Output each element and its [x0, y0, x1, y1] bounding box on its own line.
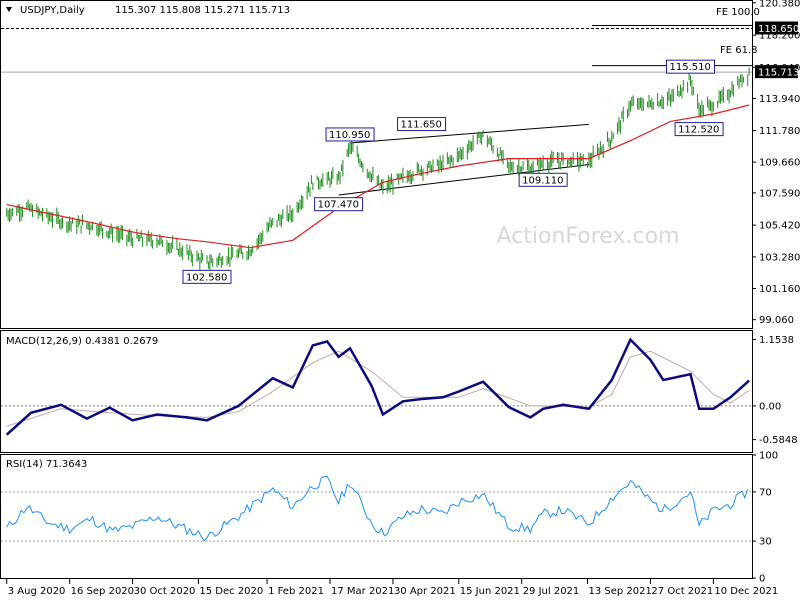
ohlc-values: 115.307 115.808 115.271 115.713 [115, 5, 290, 16]
macd-header: MACD(12,26,9) 0.4381 0.2679 [6, 336, 158, 347]
fe100-value-label: 118.650 [758, 24, 799, 35]
rsi-tick-label: 70 [759, 487, 772, 498]
x-tick-label: 30 Apr 2021 [394, 586, 456, 597]
x-tick-label: 15 Jun 2021 [460, 586, 520, 597]
macd-signal-line [6, 350, 750, 427]
price-tick-label: 103.280 [759, 252, 800, 263]
annotation-label: 110.950 [329, 130, 370, 141]
annotation-box [397, 117, 447, 132]
annotation-box [518, 172, 568, 187]
price-tick-label: 105.420 [759, 221, 800, 232]
moving-average-line [6, 104, 750, 249]
rsi-panel-frame [0, 454, 753, 579]
collapse-arrow-icon[interactable] [6, 7, 12, 12]
x-tick-label: 3 Aug 2020 [8, 586, 66, 597]
rsi-tick-label: 0 [759, 574, 765, 585]
price-tick-label: 113.940 [759, 94, 800, 105]
price-layer: 120.380118.200116.040113.940111.780109.6… [1, 0, 800, 326]
price-tick-label: 107.590 [759, 188, 800, 199]
price-tick-label: 99.060 [759, 315, 794, 326]
current-price-label: 115.713 [758, 68, 799, 79]
macd-layer: 1.1538 0.00 -0.5848 [1, 335, 798, 446]
price-panel-frame [0, 0, 753, 329]
annotation-box [674, 122, 724, 137]
rsi-tick-label: 100 [759, 451, 778, 462]
annotation-box [325, 127, 375, 142]
x-tick-label: 13 Sep 2021 [588, 586, 651, 597]
annotation-label: 102.580 [186, 272, 227, 283]
price-tick-label: 118.200 [759, 31, 800, 42]
annotation-box [665, 59, 715, 74]
x-tick-label: 1 Feb 2021 [268, 586, 324, 597]
fe100-value-box [755, 21, 798, 35]
macd-panel-frame [0, 330, 753, 453]
annotation-label: 109.110 [522, 175, 563, 186]
x-tick-label: 16 Sep 2020 [71, 586, 134, 597]
x-tick-label: 10 Dec 2021 [714, 586, 778, 597]
symbol-timeframe: USDJPY,Daily [20, 5, 85, 16]
annotation-label: 115.510 [669, 62, 710, 73]
rsi-layer: 100 70 30 0 [1, 451, 778, 585]
price-tick-label: 101.160 [759, 284, 800, 295]
x-tick-label: 27 Oct 2021 [651, 586, 713, 597]
watermark: ActionForex.com [497, 224, 680, 249]
rsi-tick-label: 30 [759, 537, 772, 548]
annotation-label: 111.650 [401, 120, 442, 131]
x-axis: 3 Aug 2020 16 Sep 2020 30 Oct 2020 15 Dec 2… [6, 579, 778, 597]
price-tick-label: 109.660 [759, 158, 800, 169]
price-tick-label: 111.780 [759, 126, 800, 137]
rsi-header: RSI(14) 71.3643 [6, 459, 87, 470]
current-price-box [755, 65, 798, 79]
macd-tick-label: 0.00 [759, 401, 781, 412]
annotation-box [182, 269, 232, 284]
rsi-line [6, 475, 749, 542]
fe100-label: FE 100.0 [716, 7, 760, 18]
x-tick-label: 29 Jul 2021 [523, 586, 580, 597]
macd-tick-label: 1.1538 [759, 335, 794, 346]
macd-tick-label: -0.5848 [759, 435, 798, 446]
price-tick-label: 120.380 [759, 0, 800, 9]
macd-line [5, 337, 750, 436]
x-tick-label: 30 Oct 2020 [134, 586, 196, 597]
annotation-label: 107.470 [318, 200, 359, 211]
x-tick-label: 15 Dec 2020 [199, 586, 263, 597]
annotation-label: 112.520 [678, 125, 719, 136]
x-tick-label: 17 Mar 2021 [331, 586, 394, 597]
fe618-label: FE 61.8 [720, 45, 758, 56]
price-header: USDJPY,Daily 115.307 115.808 115.271 115… [6, 5, 290, 16]
channel-upper-line [349, 123, 589, 144]
annotation-box [314, 197, 364, 212]
